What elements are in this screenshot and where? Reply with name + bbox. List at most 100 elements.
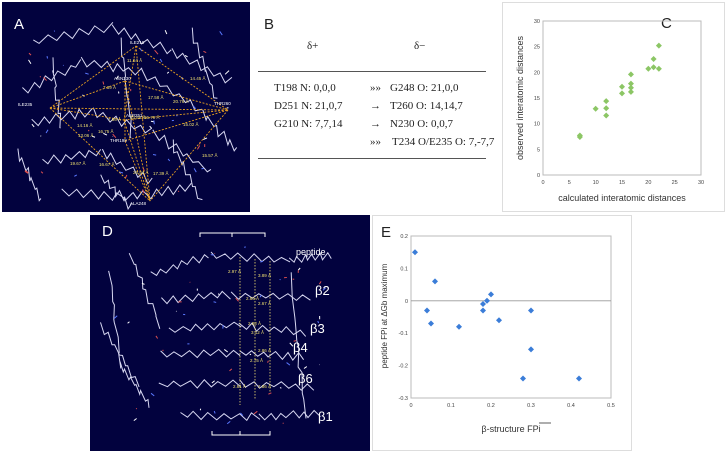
- residue-label: ALA248: [130, 201, 147, 206]
- panel-a-label: A: [14, 16, 25, 33]
- y-axis-label: peptide FPi at ΔGb maximum: [380, 263, 389, 368]
- row-arrow: →: [370, 118, 381, 130]
- distance-label: 15.57 Å: [202, 152, 218, 158]
- strand-label: β4: [293, 340, 308, 355]
- distance-line: [124, 109, 229, 142]
- backbone-trace: [290, 272, 307, 419]
- data-point: [488, 291, 494, 298]
- side-chain-bond: [24, 170, 29, 174]
- side-chain-bond: [118, 171, 124, 174]
- side-chain-bond: [240, 412, 244, 416]
- side-chain-bond: [159, 58, 163, 63]
- panel-d-molecule: 2.97 Å 3.89 Å 2.85 Å2.67 Å 2.88 Å 3.12 Å 2.86…: [100, 232, 333, 436]
- side-chain-bond: [197, 145, 201, 150]
- side-chain-bond: [184, 54, 188, 58]
- data-point: [619, 83, 625, 90]
- side-chain-bond: [85, 72, 89, 75]
- distance-label: 2.85 Å: [246, 295, 259, 301]
- panel-b-table: B δ+ δ− T198 N: 0,0,0 »» G248 O: 21,0,0 D25…: [252, 2, 500, 212]
- row-acceptor: T260 O: 14,14,7: [390, 100, 463, 112]
- distance-line: [135, 45, 151, 202]
- side-chain-bond: [211, 380, 215, 384]
- strand-label: β1: [318, 409, 333, 424]
- side-chain-bond: [28, 59, 32, 64]
- distance-line: [49, 107, 125, 121]
- x-tick-label: 30: [698, 180, 704, 186]
- data-point: [428, 320, 434, 327]
- top-bracket: [199, 232, 266, 237]
- side-chain-bond: [142, 189, 145, 194]
- backbone-trace: [119, 361, 150, 408]
- distance-label: 17.39 Å: [153, 170, 169, 176]
- side-chain-bond: [46, 56, 49, 59]
- side-chain-bond: [224, 70, 230, 75]
- panel-e-chart: E 0 0.1 0.2 0.3 0.4 0.5 -0.3 -0.2 -0.1 0 0.1 0.2 β-s…: [372, 215, 632, 451]
- y-axis-label: observed interatomic distances: [515, 35, 525, 160]
- side-chain-bond: [124, 174, 128, 179]
- side-chain-bond: [91, 135, 96, 138]
- side-chain-bond: [113, 315, 118, 319]
- distance-line: [49, 45, 137, 109]
- side-chain-bond: [167, 158, 171, 162]
- side-chain-bond: [152, 154, 157, 156]
- side-chain-bond: [74, 174, 78, 177]
- distance-line: [124, 80, 151, 202]
- row-arrow: »»: [370, 136, 381, 148]
- side-chain-bond: [297, 267, 301, 271]
- distance-label: 13.06 Å: [78, 132, 94, 138]
- x-axis-label: β-structure FPi: [481, 424, 540, 434]
- data-point: [528, 307, 534, 314]
- panel-e-label: E: [381, 224, 392, 241]
- row-acceptor: N230 O: 0,0,7: [390, 118, 453, 130]
- side-chain-bond: [24, 170, 29, 174]
- side-chain-bond: [282, 422, 284, 424]
- side-chain-bond: [249, 353, 252, 356]
- data-point: [576, 134, 583, 141]
- data-point: [627, 84, 634, 91]
- residue-label: ILE235: [18, 102, 33, 107]
- x-tick-label: 0: [409, 403, 412, 409]
- data-point: [576, 375, 582, 382]
- row-acceptor: T234 O/E235 O: 7,-7,7: [392, 136, 495, 148]
- strand-label: β6: [298, 371, 313, 386]
- side-chain-bond: [135, 407, 138, 410]
- side-chain-bond: [164, 29, 168, 35]
- data-point: [456, 323, 462, 330]
- side-chain-bond: [28, 52, 32, 56]
- distance-label: 20.76 Å: [173, 98, 189, 104]
- side-chain-bond: [116, 75, 119, 80]
- distance-label: 26.79 Å: [144, 114, 160, 120]
- side-chain-bond: [87, 129, 90, 132]
- backbone-trace: [100, 174, 133, 211]
- residue-label: THR198: [110, 138, 127, 143]
- data-point: [619, 90, 625, 97]
- data-point: [592, 105, 599, 112]
- header-delta-plus: δ+: [307, 40, 319, 52]
- y-tick-label: 10: [534, 122, 540, 128]
- backbone-trace: [140, 67, 203, 112]
- x-tick-label: 10: [593, 180, 599, 186]
- y-tick-label: 30: [534, 19, 540, 25]
- table-top-rule: [258, 71, 486, 72]
- backbone-trace: [202, 109, 238, 152]
- data-point: [655, 42, 662, 49]
- side-chain-bond: [193, 168, 197, 173]
- backbone-trace: [132, 182, 192, 200]
- y-tick-label: 0.1: [400, 266, 408, 272]
- y-tick-label: 0.2: [400, 234, 408, 240]
- x-tick-label: 5: [568, 180, 571, 186]
- y-tick-label: 5: [537, 147, 540, 153]
- residue-label: THR260: [214, 101, 231, 106]
- side-chain-bond: [260, 260, 264, 263]
- side-chain-bond: [268, 392, 272, 395]
- data-point: [480, 307, 486, 314]
- header-delta-minus: δ−: [414, 40, 426, 52]
- side-chain-bond: [279, 387, 282, 389]
- row-arrow: »»: [370, 82, 381, 94]
- x-tick-label: 0.2: [487, 403, 495, 409]
- side-chain-bond: [149, 125, 153, 129]
- side-chain-bond: [150, 392, 155, 397]
- backbone-trace: [33, 21, 114, 45]
- backbone-trace: [238, 322, 307, 337]
- bottom-bracket: [211, 431, 271, 436]
